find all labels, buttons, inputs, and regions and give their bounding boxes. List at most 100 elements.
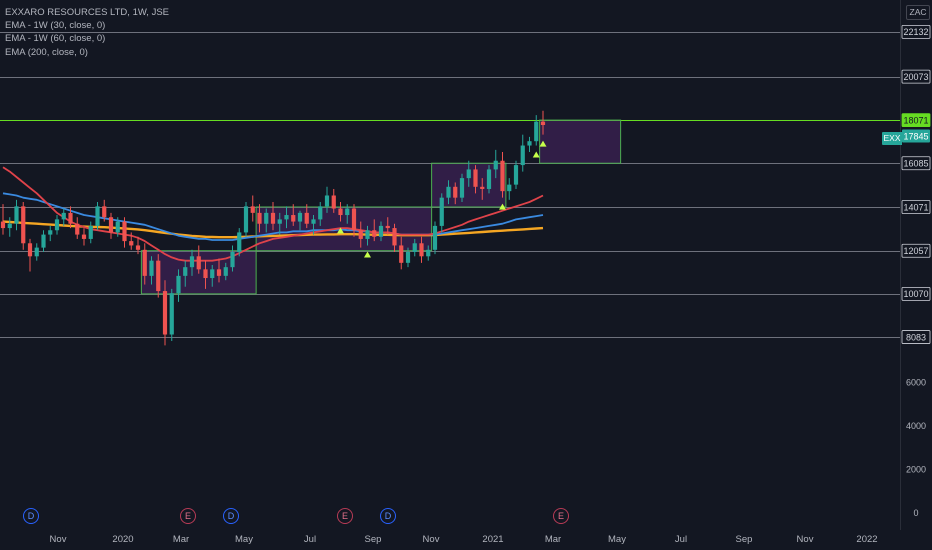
candle <box>338 202 343 222</box>
time-tick: Nov <box>796 534 814 545</box>
candle-body <box>297 212 303 222</box>
range-boxes <box>140 119 622 295</box>
candle <box>243 202 249 237</box>
candle <box>453 182 458 205</box>
time-tick: May <box>608 534 626 545</box>
candle <box>459 173 465 203</box>
buy-marker <box>539 140 547 147</box>
candle <box>41 230 46 252</box>
candle-body <box>304 212 309 224</box>
buy-marker <box>364 251 371 258</box>
candle-body <box>338 208 343 216</box>
earnings-badge[interactable]: E <box>180 508 196 524</box>
candle <box>513 160 519 189</box>
candle-body <box>284 215 289 220</box>
candle <box>216 258 222 283</box>
candle-body <box>216 269 222 276</box>
candle-body <box>473 169 478 187</box>
last-price-badge: 17845 <box>902 129 930 143</box>
candle-body <box>41 234 46 248</box>
candle <box>291 204 296 226</box>
buy-marker <box>499 203 506 210</box>
price-level-box <box>901 200 931 214</box>
price-level-text: 22132 <box>903 27 928 37</box>
candle-body <box>480 186 485 189</box>
price-tick: 4000 <box>906 421 926 431</box>
candle <box>493 149 498 179</box>
candle-body <box>399 245 404 263</box>
candle-body <box>345 208 350 216</box>
candle <box>466 160 471 187</box>
price-level-label: 22132 <box>901 24 931 39</box>
candle-body <box>210 269 215 279</box>
candle <box>135 236 141 255</box>
candle <box>230 245 235 272</box>
candle-body <box>176 275 181 294</box>
candle-body <box>405 251 411 263</box>
candle-body <box>500 160 505 192</box>
ema-200-line <box>2 220 544 239</box>
candle <box>81 228 87 246</box>
candle-body <box>81 234 87 239</box>
candle-body <box>527 141 532 146</box>
candle-body <box>507 184 512 192</box>
dividend-badge[interactable]: D <box>380 508 396 524</box>
ema-lines <box>2 166 544 262</box>
candle <box>378 221 384 242</box>
time-tick: 2020 <box>112 534 134 545</box>
candle <box>439 193 444 233</box>
candle-body <box>156 260 161 292</box>
dividend-badge[interactable]: D <box>223 508 239 524</box>
ema-30-legend[interactable]: EMA - 1W (30, close, 0) <box>5 20 106 32</box>
price-tick: 6000 <box>906 378 926 388</box>
candle <box>270 202 276 231</box>
candle <box>473 165 478 194</box>
candle <box>345 204 350 224</box>
ema-60-legend[interactable]: EMA - 1W (60, close, 0) <box>5 33 106 45</box>
candle <box>21 202 26 250</box>
last-price-box <box>902 129 930 143</box>
candle <box>257 204 262 233</box>
price-level-text: 14071 <box>903 202 928 212</box>
price-level-label: 12057 <box>901 243 931 258</box>
time-tick: Jul <box>674 534 688 545</box>
earnings-badge[interactable]: E <box>553 508 569 524</box>
candle <box>223 262 228 281</box>
last-price-text: 17845 <box>903 131 928 141</box>
candle-body <box>169 293 174 335</box>
candle-body <box>54 219 60 231</box>
candle <box>480 178 485 200</box>
candle-body <box>392 228 397 246</box>
ema-200-legend[interactable]: EMA (200, close, 0) <box>5 46 88 58</box>
candle-body <box>7 223 12 229</box>
candles <box>0 110 546 346</box>
price-level-label: 8083 <box>901 330 931 344</box>
candle-body <box>162 291 168 335</box>
price-axis: 22132 20073 18071 16085 14071 12057 10070 8083 1… <box>900 0 931 530</box>
earnings-badge[interactable]: E <box>337 508 353 524</box>
candle <box>500 152 505 198</box>
price-level-box <box>901 24 931 39</box>
candle-body <box>223 267 228 276</box>
candle <box>122 217 127 248</box>
currency-label[interactable]: ZAC <box>906 5 930 20</box>
candle-body <box>75 223 80 235</box>
price-level-label: 18071 <box>901 113 931 127</box>
price-level-text: 16085 <box>903 159 928 169</box>
buy-marker <box>337 227 344 234</box>
price-level-box <box>901 69 931 84</box>
candle <box>156 254 161 298</box>
candle-body <box>183 267 188 276</box>
time-tick: Nov <box>49 534 67 545</box>
price-level-text: 12057 <box>903 246 928 256</box>
candle <box>149 256 154 285</box>
symbol-title[interactable]: EXXARO RESOURCES LTD, 1W, JSE <box>5 7 170 18</box>
candle <box>392 223 397 252</box>
dividend-badge[interactable]: D <box>23 508 39 524</box>
range-box <box>539 119 622 164</box>
candle <box>358 221 363 248</box>
buy-marker <box>532 151 540 158</box>
candle <box>61 208 66 226</box>
candle <box>331 188 336 213</box>
